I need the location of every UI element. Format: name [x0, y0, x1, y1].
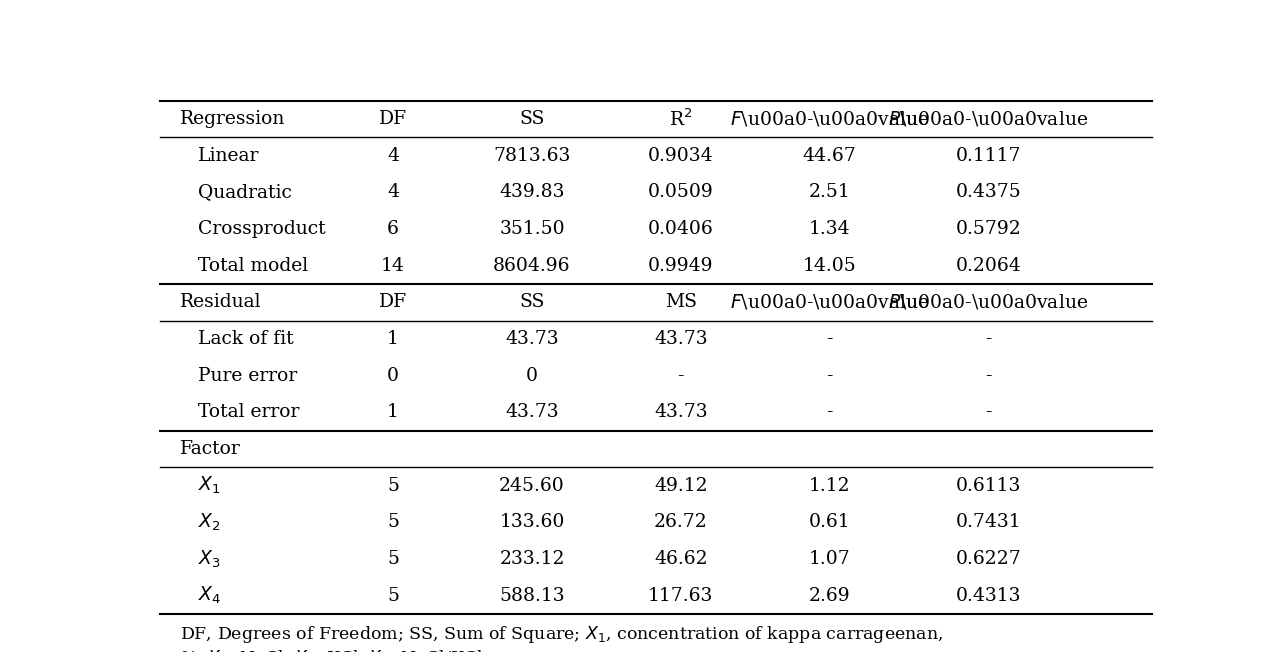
Text: -: -	[827, 404, 833, 421]
Text: 1.12: 1.12	[809, 477, 850, 495]
Text: 2.51: 2.51	[809, 183, 850, 201]
Text: Pure error: Pure error	[197, 366, 297, 385]
Text: -: -	[986, 404, 992, 421]
Text: Lack of fit: Lack of fit	[197, 330, 293, 348]
Text: 0.5792: 0.5792	[955, 220, 1021, 238]
Text: 133.60: 133.60	[499, 513, 564, 531]
Text: 14.05: 14.05	[803, 257, 856, 274]
Text: 5: 5	[387, 513, 399, 531]
Text: 245.60: 245.60	[499, 477, 564, 495]
Text: -: -	[827, 330, 833, 348]
Text: DF, Degrees of Freedom; SS, Sum of Square; $X_1$, concentration of kappa carrage: DF, Degrees of Freedom; SS, Sum of Squar…	[179, 623, 943, 645]
Text: 0.4375: 0.4375	[955, 183, 1021, 201]
Text: DF: DF	[379, 293, 407, 312]
Text: -: -	[827, 366, 833, 385]
Text: 117.63: 117.63	[648, 587, 713, 604]
Text: $P$\u00a0-\u00a0value: $P$\u00a0-\u00a0value	[888, 110, 1088, 128]
Text: 233.12: 233.12	[499, 550, 564, 568]
Text: Quadratic: Quadratic	[197, 183, 292, 201]
Text: SS: SS	[520, 110, 545, 128]
Text: $F$\u00a0-\u00a0value: $F$\u00a0-\u00a0value	[730, 293, 929, 312]
Text: DF: DF	[379, 110, 407, 128]
Text: -: -	[677, 366, 684, 385]
Text: 351.50: 351.50	[499, 220, 564, 238]
Text: Factor: Factor	[179, 440, 241, 458]
Text: 6: 6	[387, 220, 399, 238]
Text: 1.07: 1.07	[809, 550, 850, 568]
Text: $X_2$: $X_2$	[197, 512, 220, 533]
Text: 0.61: 0.61	[809, 513, 850, 531]
Text: %; $X_2$, NaCl; $X_3$, KCl, $X_4$, NaCl/KCl: %; $X_2$, NaCl; $X_3$, KCl, $X_4$, NaCl/…	[179, 648, 484, 652]
Text: 5: 5	[387, 550, 399, 568]
Text: 0.6227: 0.6227	[955, 550, 1021, 568]
Text: 0.0509: 0.0509	[648, 183, 714, 201]
Text: SS: SS	[520, 293, 545, 312]
Text: 0.0406: 0.0406	[648, 220, 714, 238]
Text: 43.73: 43.73	[654, 404, 708, 421]
Text: Total error: Total error	[197, 404, 300, 421]
Text: $F$\u00a0-\u00a0value: $F$\u00a0-\u00a0value	[730, 110, 929, 128]
Text: $X_4$: $X_4$	[197, 585, 221, 606]
Text: Crossproduct: Crossproduct	[197, 220, 325, 238]
Text: 44.67: 44.67	[803, 147, 856, 165]
Text: 439.83: 439.83	[499, 183, 564, 201]
Text: 1: 1	[387, 404, 399, 421]
Text: Regression: Regression	[179, 110, 285, 128]
Text: 0.1117: 0.1117	[956, 147, 1021, 165]
Text: 0.6113: 0.6113	[956, 477, 1021, 495]
Text: 588.13: 588.13	[499, 587, 564, 604]
Text: 46.62: 46.62	[654, 550, 708, 568]
Text: 5: 5	[387, 587, 399, 604]
Text: 0.9949: 0.9949	[648, 257, 713, 274]
Text: 0.7431: 0.7431	[955, 513, 1021, 531]
Text: Residual: Residual	[179, 293, 261, 312]
Text: Total model: Total model	[197, 257, 307, 274]
Text: 0.2064: 0.2064	[955, 257, 1021, 274]
Text: 43.73: 43.73	[506, 330, 559, 348]
Text: 7813.63: 7813.63	[493, 147, 571, 165]
Text: Linear: Linear	[197, 147, 259, 165]
Text: 26.72: 26.72	[654, 513, 708, 531]
Text: 1: 1	[387, 330, 399, 348]
Text: 0: 0	[387, 366, 399, 385]
Text: 49.12: 49.12	[654, 477, 708, 495]
Text: MS: MS	[664, 293, 696, 312]
Text: -: -	[986, 330, 992, 348]
Text: 5: 5	[387, 477, 399, 495]
Text: 14: 14	[381, 257, 404, 274]
Text: $X_3$: $X_3$	[197, 548, 220, 570]
Text: 8604.96: 8604.96	[493, 257, 571, 274]
Text: $X_1$: $X_1$	[197, 475, 220, 496]
Text: 0: 0	[526, 366, 538, 385]
Text: 4: 4	[387, 147, 399, 165]
Text: 2.69: 2.69	[809, 587, 850, 604]
Text: 43.73: 43.73	[654, 330, 708, 348]
Text: -: -	[986, 366, 992, 385]
Text: $P$\u00a0-\u00a0value: $P$\u00a0-\u00a0value	[888, 293, 1088, 312]
Text: 0.9034: 0.9034	[648, 147, 714, 165]
Text: R$^2$: R$^2$	[669, 108, 692, 130]
Text: 1.34: 1.34	[809, 220, 850, 238]
Text: 43.73: 43.73	[506, 404, 559, 421]
Text: 0.4313: 0.4313	[956, 587, 1021, 604]
Text: 4: 4	[387, 183, 399, 201]
